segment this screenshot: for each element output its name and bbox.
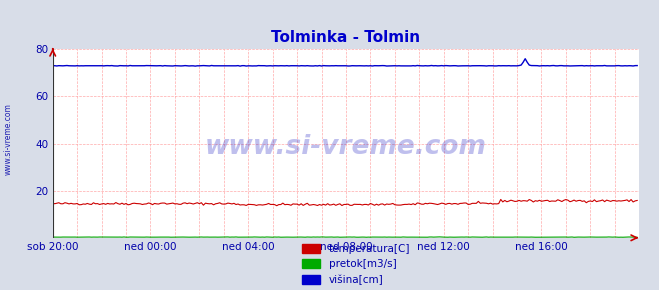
Text: www.si-vreme.com: www.si-vreme.com — [3, 103, 13, 175]
Title: Tolminka - Tolmin: Tolminka - Tolmin — [272, 30, 420, 45]
Text: www.si-vreme.com: www.si-vreme.com — [205, 134, 487, 160]
Legend: temperatura[C], pretok[m3/s], višina[cm]: temperatura[C], pretok[m3/s], višina[cm] — [302, 244, 410, 285]
